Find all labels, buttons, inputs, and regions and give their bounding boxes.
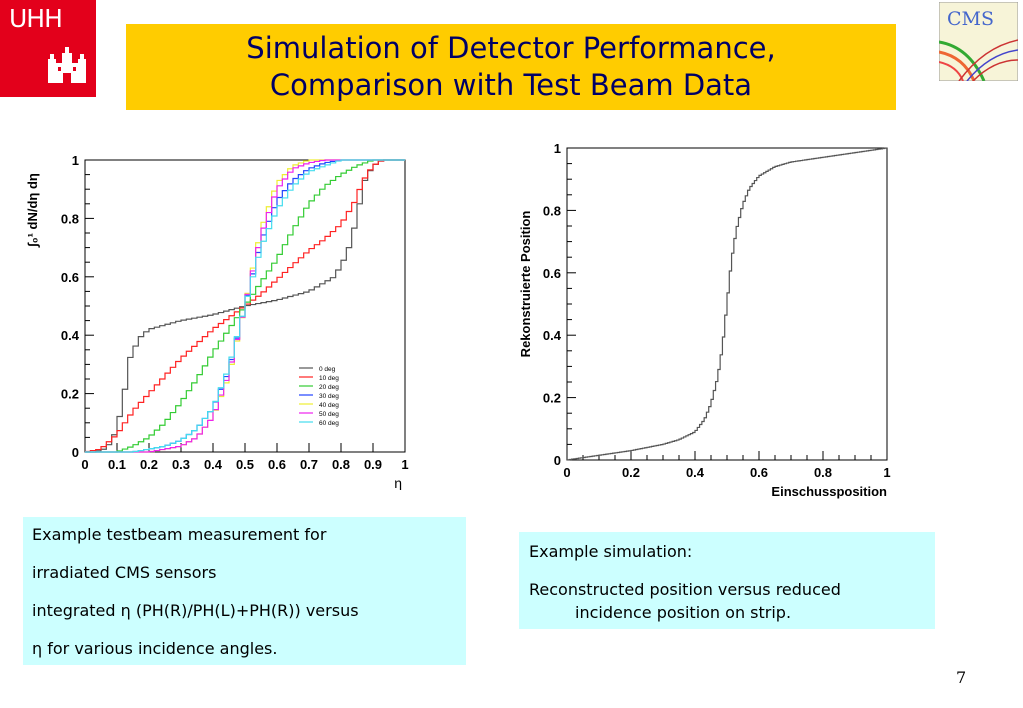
cms-detector-icon (938, 1, 1019, 82)
simulation-heading: Example simulation: (529, 542, 693, 561)
y-tick-label: 0.6 (61, 270, 79, 285)
legend-label: 0 deg (319, 366, 336, 373)
x-tick-label: 0 (563, 465, 570, 480)
eta-integral-chart-svg: 0 0.1 0.2 0.3 0.4 0.5 0.6 0.7 0.8 0.9 1 0 0.2 0.4 0.6 0… (25, 153, 409, 491)
y-tick-label: 0.4 (61, 328, 80, 343)
x-tick-label: 1 (401, 457, 408, 472)
x-axis-label: Einschussposition (771, 484, 887, 499)
y-tick-label: 0 (72, 445, 79, 460)
x-tick-label: 0.5 (236, 457, 254, 472)
series-line-0 (567, 147, 887, 461)
y-axis-label-text: ∫₀¹ dN/dη dη (25, 173, 40, 248)
x-tick-label: 0.8 (332, 457, 350, 472)
eta-integral-chart: 0 0.1 0.2 0.3 0.4 0.5 0.6 0.7 0.8 0.9 1 0 0.2 0.4 0.6 0… (15, 140, 425, 494)
x-tick-label: 0.4 (686, 465, 705, 480)
y-axis-label-text: Rekonstruierte Position (518, 211, 533, 358)
hamburg-castle-icon (48, 47, 86, 83)
y-axis-label: ∫₀¹ dN/dη dη (25, 173, 40, 248)
y-tick-label: 0.6 (543, 266, 561, 281)
legend-label: 30 deg (319, 393, 339, 400)
legend-label: 20 deg (319, 384, 339, 391)
legend-label: 40 deg (319, 402, 339, 409)
testbeam-line-2: irradiated CMS sensors (32, 563, 217, 582)
page-number: 7 (956, 668, 967, 687)
reconstructed-position-chart-svg: 0 0.2 0.4 0.6 0.8 1 0 0.2 0.4 0.6 0.8 1 Rekonstruier… (518, 141, 891, 499)
x-tick-label: 0.9 (364, 457, 382, 472)
y-axis-label: Rekonstruierte Position (518, 211, 533, 358)
reconstructed-position-chart: 0 0.2 0.4 0.6 0.8 1 0 0.2 0.4 0.6 0.8 1 Rekonstruier… (515, 138, 900, 514)
cms-logo-text: CMS (947, 8, 995, 30)
cms-logo: CMS (938, 1, 1019, 82)
series-line-60-deg (85, 159, 405, 453)
y-tick-label: 0.8 (61, 211, 79, 226)
y-tick-label: 0.8 (543, 203, 561, 218)
x-tick-label: 0.8 (814, 465, 832, 480)
legend-label: 60 deg (319, 420, 339, 427)
y-tick-label: 1 (554, 141, 561, 156)
testbeam-line-4: η for various incidence angles. (32, 639, 278, 658)
simulation-body-line-2: incidence position on strip. (575, 603, 792, 622)
x-tick-label: 0.3 (172, 457, 190, 472)
series-line-0-deg (85, 159, 405, 453)
x-tick-label: 0 (81, 457, 88, 472)
uhh-logo-text: UHH (9, 4, 63, 33)
y-tick-label: 1 (72, 153, 79, 168)
x-tick-label: 0.2 (140, 457, 158, 472)
title-line-2: Comparison with Test Beam Data (269, 68, 753, 102)
simulation-body: Reconstructed position versus reduced in… (529, 578, 929, 624)
y-tick-label: 0 (554, 453, 561, 468)
legend-label: 50 deg (319, 411, 339, 418)
x-tick-label: 0.4 (204, 457, 223, 472)
testbeam-line-3: integrated η (PH(R)/PH(L)+PH(R)) versus (32, 601, 359, 620)
y-tick-label: 0.2 (61, 387, 79, 402)
series-line-10-deg (85, 159, 405, 453)
x-tick-label: 1 (883, 465, 890, 480)
x-tick-label: 0.7 (300, 457, 318, 472)
x-tick-label: 0.1 (108, 457, 126, 472)
y-tick-label: 0.2 (543, 391, 561, 406)
x-tick-label: 0.6 (750, 465, 768, 480)
testbeam-description: Example testbeam measurement for irradia… (23, 517, 466, 665)
testbeam-line-1: Example testbeam measurement for (32, 525, 327, 544)
title-line-1: Simulation of Detector Performance, (246, 31, 776, 65)
simulation-description: Example simulation: Reconstructed positi… (519, 532, 935, 629)
simulation-body-line-1: Reconstructed position versus reduced (529, 580, 841, 599)
x-tick-label: 0.6 (268, 457, 286, 472)
y-tick-label: 0.4 (543, 328, 562, 343)
legend-label: 10 deg (319, 375, 339, 382)
x-axis-label: η (394, 475, 402, 490)
slide-title: Simulation of Detector Performance, Comp… (126, 24, 896, 110)
x-tick-label: 0.2 (622, 465, 640, 480)
uhh-logo: UHH (0, 0, 96, 97)
